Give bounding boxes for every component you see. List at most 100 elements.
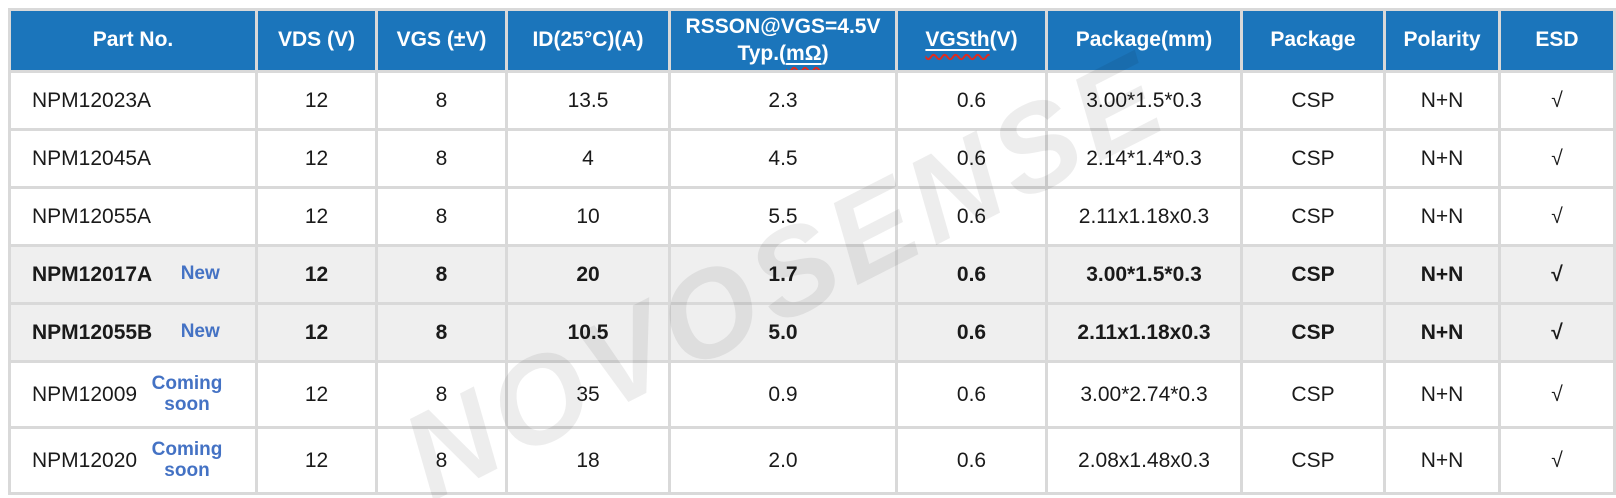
vds-cell: 12 [255,128,378,189]
table-row: NPM12055B New 12 8 10.5 5.0 0.6 2.11x1.1… [8,302,1616,363]
esd-checkmark-cell: √ [1498,360,1616,429]
vgsth-cell: 0.6 [895,360,1048,429]
polarity-cell: N+N [1383,186,1501,247]
part-number: NPM12045A [32,146,152,170]
part-number: NPM12017A [32,262,153,286]
polarity-cell: N+N [1383,244,1501,305]
polarity-cell: N+N [1383,128,1501,189]
part-no-cell: NPM12009 Coming soon [8,360,258,429]
col-header-part-no: Part No. [8,8,258,73]
vgsth-cell: 0.6 [895,70,1048,131]
part-no-cell: NPM12017A New [8,244,258,305]
col-header-rsson: RSSON@VGS=4.5V Typ.(mΩ) [668,8,898,73]
vgs-cell: 8 [375,426,508,495]
polarity-cell: N+N [1383,70,1501,131]
package-mm-cell: 2.11x1.18x0.3 [1045,186,1243,247]
table-row: NPM12017A New 12 8 20 1.7 0.6 3.00*1.5*0… [8,244,1616,305]
vds-cell: 12 [255,302,378,363]
parts-selection-table: Part No. VDS (V) VGS (±V) ID(25°C)(A) RS… [8,8,1616,495]
rsson-cell: 5.0 [668,302,898,363]
table-row: NPM12020 Coming soon 12 8 18 2.0 0.6 2.0… [8,426,1616,495]
package-cell: CSP [1240,70,1386,131]
id-cell: 13.5 [505,70,671,131]
part-number: NPM12055B [32,320,153,344]
parts-table-container: Part No. VDS (V) VGS (±V) ID(25°C)(A) RS… [8,8,1616,495]
package-mm-cell: 3.00*1.5*0.3 [1045,70,1243,131]
part-no-cell: NPM12023A [8,70,258,131]
part-status-badge: Coming soon [151,372,223,415]
table-row: NPM12023A 12 8 13.5 2.3 0.6 3.00*1.5*0.3… [8,70,1616,131]
package-mm-cell: 2.08x1.48x0.3 [1045,426,1243,495]
vgsth-cell: 0.6 [895,244,1048,305]
part-no-cell: NPM12055A [8,186,258,247]
polarity-cell: N+N [1383,426,1501,495]
vgsth-cell: 0.6 [895,128,1048,189]
rsson-cell: 2.0 [668,426,898,495]
id-cell: 18 [505,426,671,495]
rsson-cell: 4.5 [668,128,898,189]
col-header-esd: ESD [1498,8,1616,73]
esd-checkmark-cell: √ [1498,426,1616,495]
vgs-cell: 8 [375,186,508,247]
id-cell: 4 [505,128,671,189]
rsson-misspell-underline: mΩ [786,41,822,65]
package-mm-cell: 2.11x1.18x0.3 [1045,302,1243,363]
part-number: NPM12020 [32,448,138,472]
col-header-package: Package [1240,8,1386,73]
vgs-cell: 8 [375,302,508,363]
part-no-cell: NPM12020 Coming soon [8,426,258,495]
package-cell: CSP [1240,426,1386,495]
esd-checkmark-cell: √ [1498,70,1616,131]
vgs-cell: 8 [375,128,508,189]
col-header-polarity: Polarity [1383,8,1501,73]
package-mm-cell: 2.14*1.4*0.3 [1045,128,1243,189]
header-row: Part No. VDS (V) VGS (±V) ID(25°C)(A) RS… [8,8,1616,73]
vds-cell: 12 [255,186,378,247]
vgs-cell: 8 [375,70,508,131]
package-mm-cell: 3.00*2.74*0.3 [1045,360,1243,429]
package-cell: CSP [1240,360,1386,429]
vgsth-cell: 0.6 [895,302,1048,363]
rsson-cell: 1.7 [668,244,898,305]
vds-cell: 12 [255,426,378,495]
rsson-cell: 2.3 [668,70,898,131]
vds-cell: 12 [255,360,378,429]
part-number: NPM12055A [32,204,152,228]
col-header-id: ID(25°C)(A) [505,8,671,73]
part-status-badge: New [180,263,220,285]
package-mm-cell: 3.00*1.5*0.3 [1045,244,1243,305]
package-cell: CSP [1240,186,1386,247]
package-cell: CSP [1240,302,1386,363]
vgsth-cell: 0.6 [895,426,1048,495]
polarity-cell: N+N [1383,302,1501,363]
vgsth-misspell-underline: VGSth [925,28,990,52]
part-status-badge: New [180,321,220,343]
package-cell: CSP [1240,244,1386,305]
vds-cell: 12 [255,70,378,131]
id-cell: 35 [505,360,671,429]
esd-checkmark-cell: √ [1498,186,1616,247]
part-number: NPM12009 [32,382,138,406]
part-number: NPM12023A [32,88,152,112]
vgs-cell: 8 [375,360,508,429]
part-no-cell: NPM12055B New [8,302,258,363]
col-header-vgsth: VGSth(V) [895,8,1048,73]
vgsth-cell: 0.6 [895,186,1048,247]
table-row: NPM12045A 12 8 4 4.5 0.6 2.14*1.4*0.3 CS… [8,128,1616,189]
vgs-cell: 8 [375,244,508,305]
table-body: NPM12023A 12 8 13.5 2.3 0.6 3.00*1.5*0.3… [8,70,1616,495]
esd-checkmark-cell: √ [1498,302,1616,363]
rsson-line1: RSSON@VGS=4.5V [685,15,881,39]
id-cell: 20 [505,244,671,305]
col-header-vds: VDS (V) [255,8,378,73]
esd-checkmark-cell: √ [1498,244,1616,305]
part-status-badge: Coming soon [151,438,223,481]
rsson-cell: 5.5 [668,186,898,247]
part-no-cell: NPM12045A [8,128,258,189]
rsson-cell: 0.9 [668,360,898,429]
id-cell: 10 [505,186,671,247]
esd-checkmark-cell: √ [1498,128,1616,189]
id-cell: 10.5 [505,302,671,363]
col-header-vgs: VGS (±V) [375,8,508,73]
